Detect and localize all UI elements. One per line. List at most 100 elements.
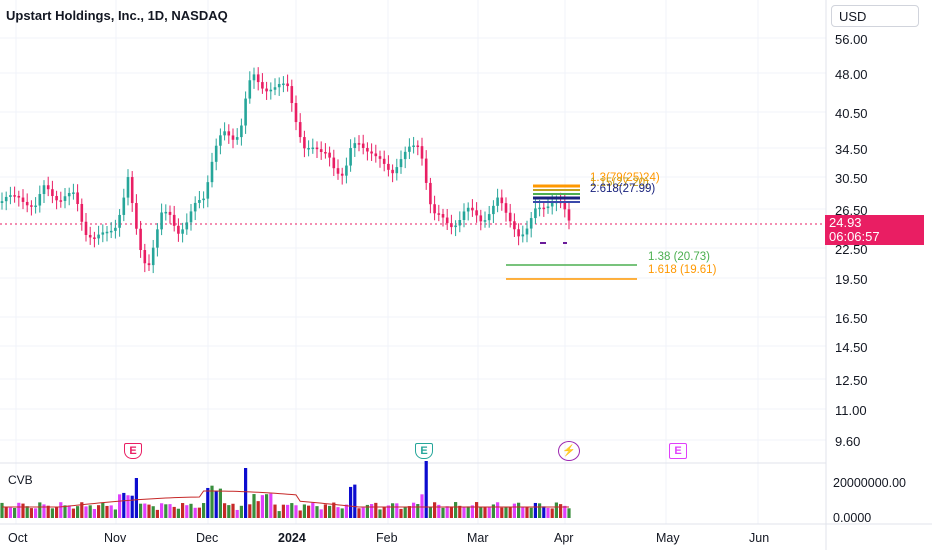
volume-bar bbox=[441, 507, 445, 518]
dividend-event-icon[interactable]: ⚡ bbox=[558, 441, 580, 461]
price-bar-body bbox=[109, 230, 113, 233]
price-bar-body bbox=[345, 165, 348, 176]
price-bar-body bbox=[315, 147, 319, 150]
volume-bar bbox=[67, 505, 71, 518]
price-bar-body bbox=[227, 131, 231, 136]
volume-bar bbox=[336, 507, 340, 518]
volume-bar bbox=[80, 502, 84, 518]
price-tick: 16.50 bbox=[835, 311, 868, 326]
price-bar-body bbox=[311, 147, 315, 150]
price-tick: 11.00 bbox=[835, 403, 867, 418]
price-bar-body bbox=[177, 225, 180, 234]
volume-bar bbox=[218, 488, 222, 518]
volume-bar bbox=[244, 468, 248, 518]
volume-bar bbox=[273, 504, 277, 518]
volume-bar bbox=[29, 508, 33, 518]
volume-bar bbox=[529, 507, 533, 518]
volume-bar bbox=[500, 507, 504, 518]
fib-levels[interactable] bbox=[506, 184, 637, 280]
volume-bar bbox=[554, 502, 558, 518]
price-bar-body bbox=[202, 198, 205, 201]
price-tick: 22.50 bbox=[835, 242, 868, 257]
volume-bar bbox=[412, 502, 416, 518]
currency-button[interactable]: USD bbox=[831, 5, 919, 27]
earnings-event-marker[interactable]: E bbox=[415, 443, 433, 459]
price-bar-body bbox=[508, 212, 512, 222]
price-tick: 40.50 bbox=[835, 106, 868, 121]
price-tick: 14.50 bbox=[835, 340, 868, 355]
earnings-event-marker[interactable]: E bbox=[669, 443, 687, 459]
price-bar-body bbox=[13, 195, 16, 197]
price-bar-body bbox=[332, 157, 336, 169]
time-tick: Apr bbox=[554, 531, 574, 545]
volume-bar bbox=[290, 503, 294, 518]
price-bar-body bbox=[17, 195, 21, 198]
volume-tick: 20000000.00 bbox=[833, 476, 906, 490]
volume-bar bbox=[71, 508, 75, 518]
price-bar-body bbox=[72, 192, 75, 194]
price-bar-body bbox=[349, 148, 352, 166]
price-bar-body bbox=[269, 89, 273, 92]
volume-bars bbox=[0, 461, 571, 518]
price-bar-body bbox=[546, 206, 550, 209]
price-bar-body bbox=[139, 228, 142, 251]
price-bar-body bbox=[206, 182, 210, 199]
volume-indicator-title[interactable]: CVB bbox=[8, 473, 33, 487]
volume-bar bbox=[538, 503, 542, 518]
earnings-event-marker[interactable]: E bbox=[124, 443, 142, 459]
volume-bar bbox=[483, 507, 487, 518]
price-bar-body bbox=[156, 229, 159, 248]
price-bar-body bbox=[0, 201, 4, 203]
volume-bar bbox=[214, 490, 218, 518]
price-bar-body bbox=[63, 196, 67, 201]
price-bar-body bbox=[307, 147, 310, 150]
price-bar-body bbox=[114, 227, 117, 231]
volume-bar bbox=[139, 503, 143, 518]
price-tick: 48.00 bbox=[835, 67, 868, 82]
price-bar-body bbox=[4, 196, 8, 202]
volume-bar bbox=[126, 495, 130, 518]
volume-bar bbox=[223, 503, 227, 518]
volume-bar bbox=[378, 509, 382, 518]
volume-bar bbox=[134, 478, 138, 518]
volume-ma-line bbox=[2, 490, 569, 508]
price-bar-body bbox=[458, 219, 462, 226]
volume-bar bbox=[59, 502, 63, 518]
price-bar-body bbox=[471, 207, 474, 211]
volume-bar bbox=[231, 503, 235, 518]
price-bar-body bbox=[235, 137, 239, 140]
price-bar-body bbox=[130, 177, 134, 204]
volume-bar bbox=[46, 505, 50, 518]
volume-bar bbox=[315, 506, 319, 518]
volume-bar bbox=[525, 507, 529, 518]
price-bar-body bbox=[25, 201, 29, 206]
price-bar-body bbox=[59, 200, 63, 202]
volume-bar bbox=[92, 508, 96, 518]
last-price-label: 24.93 06:06:57 bbox=[825, 215, 924, 245]
price-bar-body bbox=[67, 192, 71, 197]
price-bar-body bbox=[357, 143, 361, 145]
volume-bar bbox=[424, 461, 428, 518]
price-bar-body bbox=[265, 88, 268, 92]
volume-bar bbox=[185, 505, 189, 518]
price-bar-body bbox=[122, 197, 126, 215]
price-bar-body bbox=[80, 203, 84, 222]
volume-bar bbox=[34, 508, 38, 518]
price-bar-body bbox=[445, 217, 449, 224]
price-bar-body bbox=[46, 185, 50, 190]
volume-bar bbox=[38, 502, 42, 518]
volume-bar bbox=[118, 494, 122, 518]
volume-bar bbox=[239, 505, 243, 518]
price-bar-body bbox=[529, 218, 533, 229]
price-bar-body bbox=[38, 194, 42, 206]
price-bars[interactable] bbox=[0, 67, 571, 274]
price-tick: 12.50 bbox=[835, 373, 868, 388]
volume-bar bbox=[55, 507, 59, 518]
price-bar-body bbox=[34, 205, 37, 208]
price-bar-body bbox=[374, 153, 378, 157]
volume-tick: 0.0000 bbox=[833, 511, 872, 525]
symbol-title[interactable]: Upstart Holdings, Inc., 1D, NASDAQ bbox=[6, 8, 228, 23]
time-tick: Oct bbox=[8, 531, 28, 545]
fib-label-cluster-c: 2.618(27.99) bbox=[590, 183, 656, 195]
